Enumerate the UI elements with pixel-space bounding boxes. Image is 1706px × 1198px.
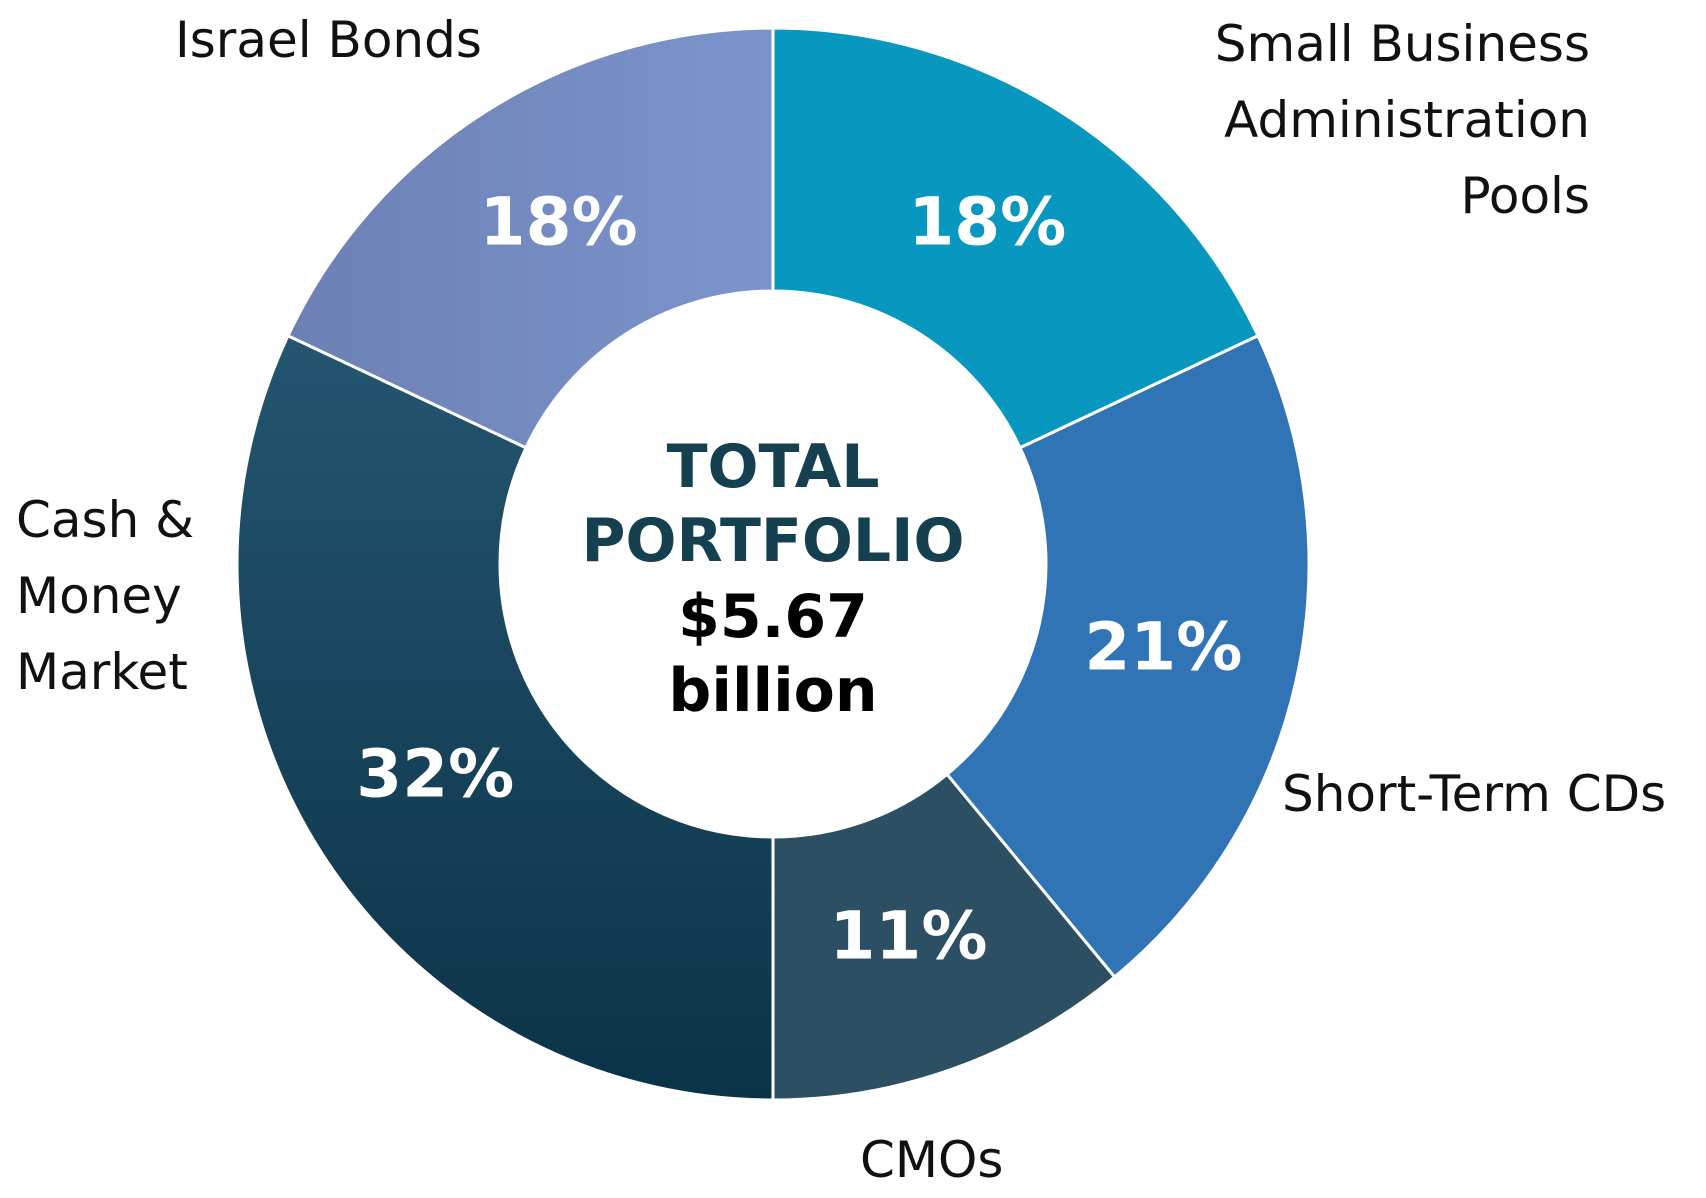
donut-segment — [235, 333, 775, 1102]
donut-segment — [771, 772, 1117, 1102]
label-sba-pools: Small Business Administration Pools — [1214, 15, 1590, 225]
donut-segment — [771, 26, 1260, 450]
donut-segment — [944, 333, 1311, 980]
value-label: 21% — [1084, 608, 1242, 685]
label-cmos: CMOs — [860, 1131, 1004, 1189]
center-value: $5.67 billion — [668, 582, 878, 726]
value-label: 32% — [356, 735, 514, 812]
value-label: 18% — [480, 183, 638, 260]
label-cash: Cash & Money Market — [16, 491, 195, 701]
label-israel-bonds: Israel Bonds — [175, 11, 482, 69]
value-label: 11% — [830, 897, 988, 974]
donut-segment — [286, 26, 775, 450]
label-short-term-cds: Short-Term CDs — [1282, 765, 1667, 823]
value-label: 18% — [908, 183, 1066, 260]
center-title: TOTAL PORTFOLIO — [581, 432, 965, 576]
